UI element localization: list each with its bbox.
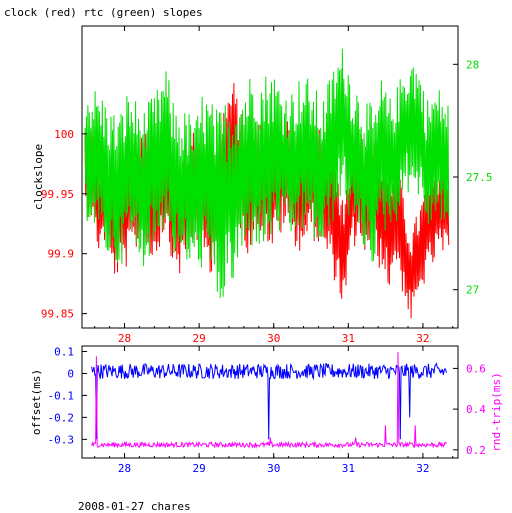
x-tick-label: 32 [416, 332, 429, 345]
x-tick-label: 30 [267, 332, 280, 345]
chart-title: clock (red) rtc (green) slopes [4, 6, 203, 19]
x-tick-label: 31 [342, 332, 355, 345]
series-rnd-trip [91, 352, 447, 450]
x-tick-label: 29 [193, 462, 206, 475]
right-axis-label: rnd-trip(ms) [490, 372, 503, 451]
right-tick-label: 27 [466, 284, 479, 297]
left-tick-label: -0.3 [48, 433, 75, 446]
left-tick-label: 99.85 [41, 308, 74, 321]
left-tick-label: 0.1 [54, 345, 74, 358]
left-tick-label: 99.9 [48, 248, 75, 261]
x-tick-label: 30 [267, 462, 280, 475]
series-rtc [84, 48, 450, 299]
right-tick-label: 28 [466, 58, 479, 71]
left-axis-label: offset(ms) [30, 369, 43, 435]
right-tick-label: 0.6 [466, 362, 486, 375]
right-tick-label: 27.5 [466, 171, 493, 184]
left-tick-label: 100 [54, 128, 74, 141]
x-tick-label: 31 [342, 462, 355, 475]
footer-note: 2008-01-27 chares [78, 500, 191, 513]
left-tick-label: 0 [67, 367, 74, 380]
series-offset [91, 362, 447, 440]
x-tick-label: 28 [118, 332, 131, 345]
x-tick-label: 32 [416, 462, 429, 475]
x-tick-label: 28 [118, 462, 131, 475]
plot-frame [81, 345, 459, 459]
x-tick-label: 29 [193, 332, 206, 345]
left-axis-label: clockslope [32, 144, 45, 210]
right-tick-label: 0.2 [466, 444, 486, 457]
left-tick-label: 99.95 [41, 188, 74, 201]
left-tick-label: -0.2 [48, 411, 75, 424]
right-tick-label: 0.4 [466, 403, 486, 416]
left-tick-label: -0.1 [48, 389, 75, 402]
